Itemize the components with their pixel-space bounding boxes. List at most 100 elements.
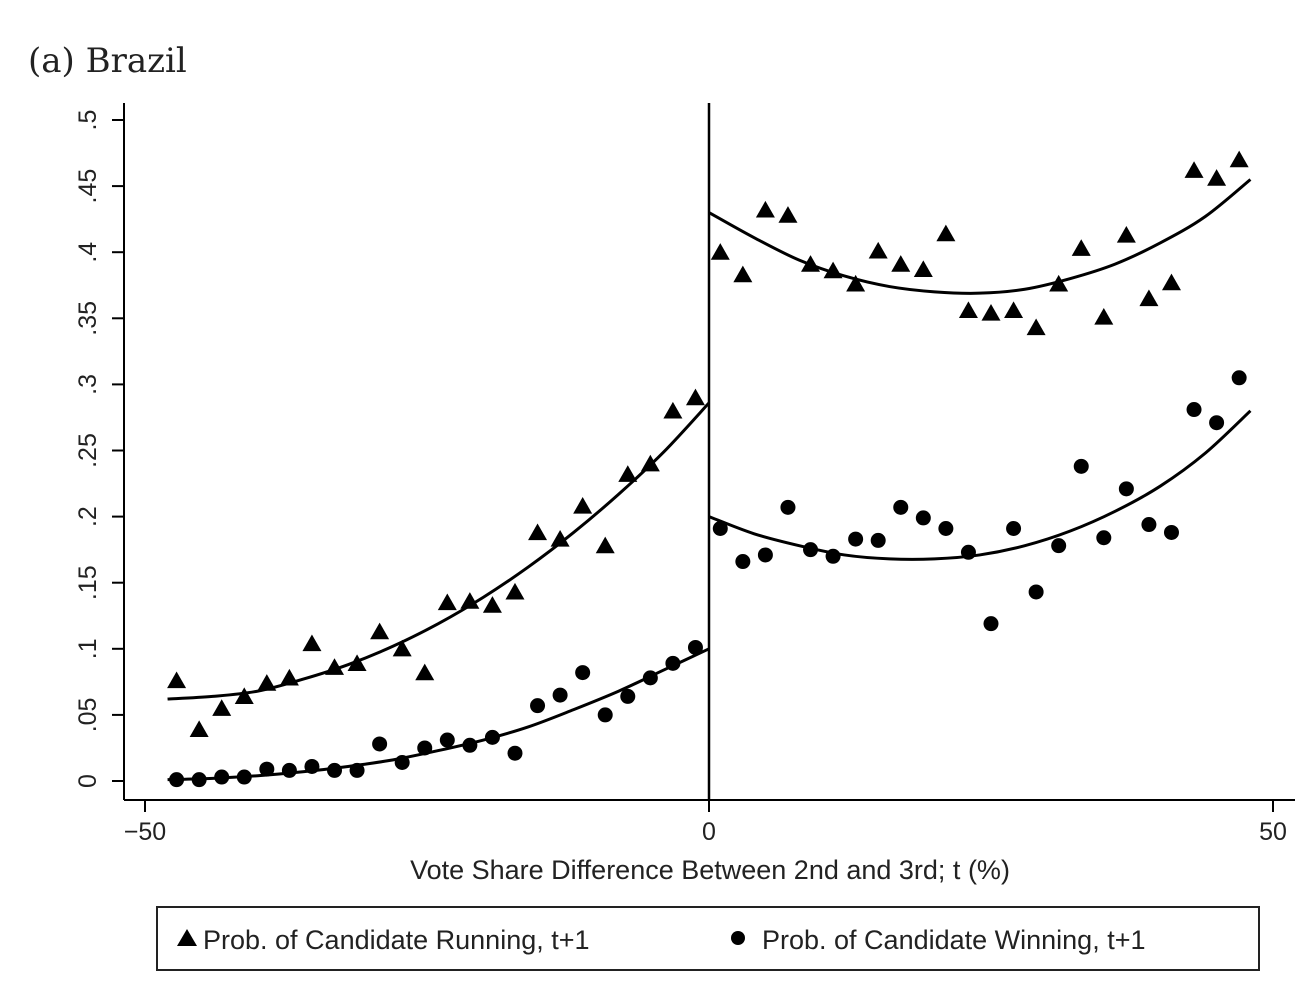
running-point xyxy=(392,639,412,657)
winning-point xyxy=(304,758,320,774)
winning-point xyxy=(484,729,500,745)
y-tick-label: .35 xyxy=(74,301,102,336)
running-point xyxy=(415,663,435,681)
x-axis-title: Vote Share Difference Between 2nd and 3r… xyxy=(410,855,1010,885)
x-axis-ticks: −50 0 50 xyxy=(124,800,1287,846)
y-tick-label: .2 xyxy=(74,506,102,527)
winning-point xyxy=(372,736,388,752)
running-point xyxy=(437,593,457,611)
running-point xyxy=(550,530,570,547)
winning-point xyxy=(870,532,886,548)
running-point xyxy=(846,274,866,292)
running-point xyxy=(1184,161,1204,178)
running-point xyxy=(981,303,1001,321)
running-point xyxy=(778,206,798,223)
running-point xyxy=(868,241,888,259)
legend-triangle-marker xyxy=(177,929,197,946)
y-tick-label: 0 xyxy=(74,774,102,788)
fit-curve-left xyxy=(167,401,711,701)
winning-point xyxy=(191,772,207,788)
winning-point xyxy=(735,554,751,570)
running-point xyxy=(755,200,775,218)
winning-point xyxy=(259,761,275,777)
running-point xyxy=(913,260,933,277)
winning-point xyxy=(1006,520,1022,536)
winning-point xyxy=(439,732,455,748)
fit-curve-right xyxy=(708,409,1252,561)
running-point xyxy=(595,536,615,554)
data-points xyxy=(167,150,1249,788)
y-tick-label: .45 xyxy=(74,169,102,204)
x-tick-label: 0 xyxy=(702,818,716,846)
winning-point xyxy=(803,542,819,558)
running-point xyxy=(505,582,525,600)
winning-point xyxy=(665,655,681,671)
running-point xyxy=(1229,150,1249,168)
y-axis-ticks: 0 .05 .1 .15 .2 .25 .3 .35 .4 .45 .5 xyxy=(74,110,124,788)
running-point xyxy=(347,654,367,671)
legend: Prob. of Candidate Running, t+1 Prob. of… xyxy=(156,906,1260,971)
fit-curve-left xyxy=(167,647,710,782)
running-point xyxy=(685,388,705,406)
running-point xyxy=(710,243,730,260)
running-point xyxy=(1004,301,1024,318)
winning-point xyxy=(1118,481,1134,497)
running-point xyxy=(528,523,548,541)
running-point xyxy=(1071,239,1091,256)
running-point xyxy=(189,720,209,738)
y-tick-label: .15 xyxy=(74,565,102,600)
y-tick-label: .1 xyxy=(74,638,102,659)
fit-curve-right xyxy=(708,178,1252,295)
winning-point xyxy=(983,616,999,632)
legend-label-winning: Prob. of Candidate Winning, t+1 xyxy=(762,925,1145,955)
running-point xyxy=(618,465,638,482)
running-point xyxy=(257,674,277,691)
legend-box xyxy=(156,906,1260,971)
running-point xyxy=(325,658,345,675)
winning-point xyxy=(281,762,297,778)
winning-point xyxy=(620,688,636,704)
winning-point xyxy=(530,698,546,714)
winning-point xyxy=(825,548,841,564)
running-point xyxy=(958,301,978,318)
running-point xyxy=(370,622,390,640)
winning-point xyxy=(712,520,728,536)
running-point xyxy=(640,454,660,472)
running-point xyxy=(1161,273,1181,291)
y-tick-label: .05 xyxy=(74,698,102,733)
running-point xyxy=(302,634,322,652)
y-tick-label: .4 xyxy=(74,242,102,263)
running-point xyxy=(1139,289,1159,307)
winning-point xyxy=(214,769,230,785)
winning-point xyxy=(1141,517,1157,533)
winning-point xyxy=(597,707,613,723)
winning-point xyxy=(1209,415,1225,431)
chart-title: (a) Brazil xyxy=(28,41,187,81)
running-point xyxy=(279,668,299,686)
x-tick-label: 50 xyxy=(1259,818,1287,846)
winning-point xyxy=(349,762,365,778)
winning-point xyxy=(1231,370,1247,386)
running-point xyxy=(1049,274,1069,292)
winning-point xyxy=(687,639,703,655)
winning-point xyxy=(938,520,954,536)
y-tick-label: .25 xyxy=(74,433,102,468)
winning-point xyxy=(848,531,864,547)
winning-point xyxy=(236,769,252,785)
winning-point xyxy=(507,745,523,761)
y-tick-label: .3 xyxy=(74,374,102,395)
running-point xyxy=(1026,318,1046,336)
running-point xyxy=(891,255,911,272)
running-point xyxy=(1207,169,1227,186)
winning-point xyxy=(915,510,931,526)
running-point xyxy=(936,224,956,242)
winning-point xyxy=(960,544,976,560)
y-tick-label: .5 xyxy=(74,110,102,131)
winning-point xyxy=(780,499,796,515)
winning-point xyxy=(462,737,478,753)
legend-circle-marker xyxy=(731,931,745,945)
winning-point xyxy=(1186,402,1202,418)
winning-point xyxy=(1096,530,1112,546)
winning-point xyxy=(575,665,591,681)
